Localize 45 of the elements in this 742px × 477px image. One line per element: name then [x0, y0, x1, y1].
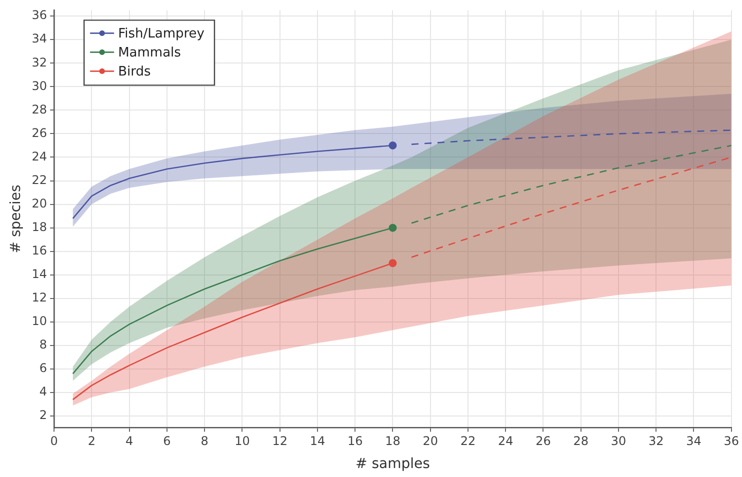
x-tick-label: 20 [422, 434, 438, 448]
x-tick-label: 12 [272, 434, 288, 448]
y-tick-label: 32 [32, 55, 48, 70]
legend-label: Birds [118, 64, 151, 80]
y-tick-label: 8 [39, 338, 48, 352]
y-tick-label: 16 [32, 243, 48, 258]
x-tick-label: 14 [310, 434, 326, 448]
y-axis-title: # species [8, 184, 24, 254]
y-tick-label: 24 [32, 149, 48, 164]
legend-label: Fish/Lamprey [118, 26, 205, 42]
x-tick-label: 32 [648, 434, 664, 448]
line-series [410, 156, 732, 258]
x-tick-label: 0 [50, 434, 58, 448]
x-axis-title: # samples [356, 456, 430, 472]
y-tick-label: 10 [32, 314, 48, 328]
y-tick-label: 20 [32, 196, 48, 210]
y-tick-label: 30 [32, 78, 48, 93]
y-tick-label: 28 [32, 102, 48, 116]
x-tick-label: 16 [347, 434, 363, 448]
x-tick-label: 34 [686, 434, 702, 448]
x-tick-label: 24 [498, 434, 514, 448]
y-tick-label: 36 [32, 8, 48, 22]
y-tick-label: 14 [32, 267, 48, 281]
x-tick-label: 18 [385, 434, 400, 448]
line-series [410, 130, 732, 145]
x-tick-label: 8 [200, 434, 208, 448]
legend-label: Mammals [118, 46, 182, 61]
x-tick-label: 28 [573, 434, 588, 448]
x-tick-label: 4 [126, 434, 134, 448]
y-tick-label: 18 [32, 220, 48, 234]
y-tick-label: 12 [32, 290, 48, 305]
y-tick-label: 2 [39, 408, 48, 422]
x-tick-label: 26 [536, 434, 551, 448]
y-tick-label: 22 [32, 172, 48, 187]
x-tick-label: 36 [724, 434, 740, 448]
x-tick-label: 6 [163, 434, 171, 448]
y-tick-label: 4 [39, 384, 48, 399]
x-tick-label: 22 [460, 434, 476, 448]
line-series [410, 144, 732, 224]
x-tick-label: 10 [234, 434, 250, 448]
x-tick-label: 2 [88, 434, 96, 448]
y-tick-label: 34 [32, 32, 48, 46]
y-tick-label: 6 [39, 361, 48, 376]
y-tick-label: 26 [32, 126, 48, 140]
x-tick-label: 30 [610, 434, 626, 448]
